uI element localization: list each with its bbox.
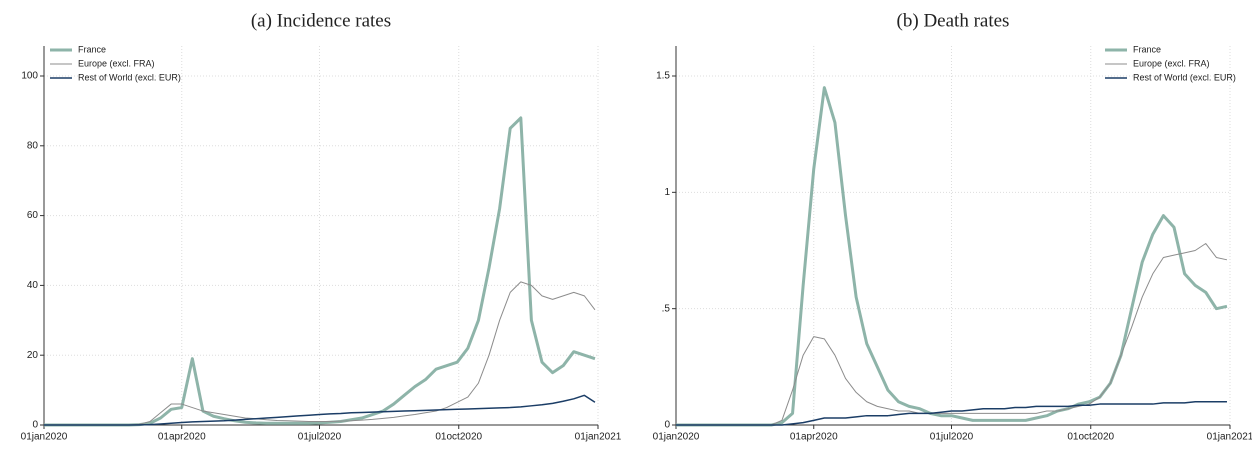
x-tick-label: 01oct2020 (1067, 432, 1114, 443)
x-tick-label: 01jul2020 (930, 432, 974, 443)
y-tick-label: 0 (32, 420, 38, 431)
y-tick-label: 80 (27, 140, 39, 151)
x-tick-label: 01jan2020 (653, 432, 700, 443)
y-tick-label: 1 (664, 187, 670, 198)
y-tick-label: 1.5 (656, 71, 670, 82)
y-tick-label: .5 (662, 303, 671, 314)
x-tick-label: 01jan2021 (1207, 432, 1252, 443)
x-tick-label: 01jan2021 (575, 432, 622, 443)
y-tick-label: 60 (27, 210, 39, 221)
legend-label: Europe (excl. FRA) (1133, 58, 1210, 68)
y-tick-label: 0 (664, 420, 670, 431)
y-tick-label: 100 (21, 71, 38, 82)
chart-title: (b) Death rates (897, 10, 1010, 31)
x-tick-label: 01oct2020 (435, 432, 482, 443)
y-tick-label: 40 (27, 280, 39, 291)
x-tick-label: 01jan2020 (21, 432, 68, 443)
x-tick-label: 01jul2020 (298, 432, 342, 443)
series-line (676, 400, 1227, 426)
x-tick-label: 01apr2020 (790, 432, 838, 443)
legend-label: France (78, 44, 106, 54)
y-tick-label: 20 (27, 350, 39, 361)
chart-title: (a) Incidence rates (251, 10, 391, 31)
legend-label: Rest of World (excl. EUR) (1133, 72, 1236, 82)
legend-label: Europe (excl. FRA) (78, 58, 155, 68)
x-tick-label: 01apr2020 (158, 432, 206, 443)
legend-label: Rest of World (excl. EUR) (78, 72, 181, 82)
series-line (44, 394, 596, 426)
legend-label: France (1133, 44, 1161, 54)
